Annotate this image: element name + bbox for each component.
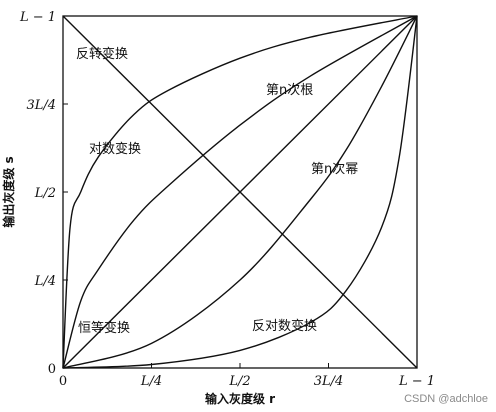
ticks-layer: 0 L/4 L/2 3L/4 L − 1 0 L/4 L/2 3L/4 L − 1	[19, 10, 435, 389]
series-layer	[62, 15, 418, 369]
watermark: CSDN @adchloe	[404, 393, 488, 405]
series-line-1	[62, 15, 418, 369]
y-tick-label: L/4	[34, 274, 56, 289]
y-tick-label: L/2	[34, 186, 56, 201]
x-tick-label: 3L/4	[314, 374, 344, 389]
x-tick-label: L − 1	[398, 374, 435, 389]
y-axis-title: 输出灰度级 s	[1, 156, 16, 227]
label-inverse-log: 反对数变换	[252, 318, 317, 334]
x-axis-title: 输入灰度级 r	[205, 391, 275, 406]
series-line-2	[62, 15, 418, 369]
y-tick-label: 3L/4	[26, 98, 56, 113]
label-nth-power: 第n次幂	[311, 161, 358, 177]
label-nth-root: 第n次根	[266, 82, 313, 98]
series-line-3	[62, 15, 418, 369]
x-tick-label: L/2	[228, 374, 250, 389]
label-log: 对数变换	[89, 141, 141, 157]
series-line-4	[62, 15, 418, 369]
y-tick-label: 0	[48, 362, 56, 377]
series-line-5	[62, 15, 418, 369]
label-identity: 恒等变换	[78, 320, 130, 336]
x-tick-label: L/4	[140, 374, 162, 389]
label-inverse: 反转变换	[76, 46, 128, 62]
x-tick-label: 0	[59, 374, 67, 389]
y-tick-label: L − 1	[19, 10, 56, 25]
